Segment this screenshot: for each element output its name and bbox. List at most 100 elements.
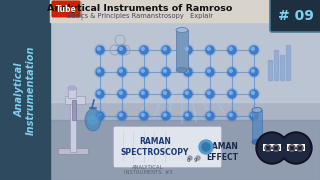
- Bar: [286, 45, 290, 80]
- Circle shape: [185, 69, 188, 72]
- Circle shape: [96, 90, 104, 98]
- Circle shape: [265, 145, 271, 151]
- Circle shape: [118, 112, 126, 120]
- Circle shape: [228, 112, 236, 120]
- Bar: [263, 144, 281, 151]
- Circle shape: [184, 68, 192, 76]
- Circle shape: [250, 46, 258, 54]
- Ellipse shape: [88, 116, 98, 124]
- Circle shape: [116, 89, 127, 100]
- Circle shape: [207, 47, 210, 50]
- Circle shape: [204, 66, 215, 78]
- Circle shape: [140, 68, 148, 76]
- Circle shape: [258, 134, 286, 162]
- Circle shape: [227, 44, 237, 55]
- Circle shape: [116, 44, 127, 55]
- Circle shape: [182, 66, 194, 78]
- Circle shape: [274, 146, 278, 150]
- Circle shape: [94, 89, 106, 100]
- Circle shape: [161, 44, 172, 55]
- Circle shape: [119, 113, 122, 116]
- Ellipse shape: [176, 28, 188, 33]
- Circle shape: [229, 113, 232, 116]
- Circle shape: [298, 146, 302, 150]
- Circle shape: [227, 89, 237, 100]
- Circle shape: [140, 112, 148, 120]
- Circle shape: [162, 68, 170, 76]
- Bar: [65, 96, 85, 104]
- Circle shape: [96, 68, 104, 76]
- Circle shape: [251, 91, 254, 94]
- Text: Analytical Instruments of Ramroso: Analytical Instruments of Ramroso: [47, 3, 233, 12]
- Circle shape: [204, 89, 215, 100]
- Bar: [50, 22, 320, 180]
- Circle shape: [184, 46, 192, 54]
- Circle shape: [207, 69, 210, 72]
- Bar: [72, 100, 76, 120]
- Bar: [50, 0, 320, 22]
- Circle shape: [96, 112, 104, 120]
- Text: ANALYTICAL
INSTRUMENTS  #3: ANALYTICAL INSTRUMENTS #3: [124, 165, 172, 175]
- Circle shape: [116, 66, 127, 78]
- Circle shape: [163, 113, 166, 116]
- Circle shape: [228, 46, 236, 54]
- Circle shape: [94, 111, 106, 122]
- Circle shape: [97, 91, 100, 94]
- Circle shape: [196, 156, 200, 160]
- Circle shape: [141, 69, 144, 72]
- Bar: [70, 100, 76, 152]
- Circle shape: [140, 46, 148, 54]
- Bar: [68, 88, 76, 98]
- Circle shape: [249, 111, 260, 122]
- Circle shape: [139, 89, 149, 100]
- Circle shape: [206, 90, 214, 98]
- Circle shape: [227, 66, 237, 78]
- Circle shape: [119, 91, 122, 94]
- Circle shape: [182, 89, 194, 100]
- Circle shape: [94, 66, 106, 78]
- Bar: [50, 22, 320, 102]
- Circle shape: [251, 47, 254, 50]
- Circle shape: [289, 145, 295, 151]
- Circle shape: [188, 156, 192, 160]
- Circle shape: [161, 66, 172, 78]
- Circle shape: [162, 46, 170, 54]
- Circle shape: [185, 91, 188, 94]
- Text: Basics & Principles Ramanstrosopy   Explair: Basics & Principles Ramanstrosopy Explai…: [67, 13, 213, 19]
- Circle shape: [185, 47, 188, 50]
- Circle shape: [118, 68, 126, 76]
- Circle shape: [139, 44, 149, 55]
- Circle shape: [163, 69, 166, 72]
- Circle shape: [162, 112, 170, 120]
- Circle shape: [162, 90, 170, 98]
- Circle shape: [282, 134, 310, 162]
- Circle shape: [250, 112, 258, 120]
- Ellipse shape: [85, 109, 101, 131]
- Bar: [50, 120, 320, 180]
- Circle shape: [249, 66, 260, 78]
- Circle shape: [204, 44, 215, 55]
- Circle shape: [273, 145, 279, 151]
- Circle shape: [118, 90, 126, 98]
- Circle shape: [290, 146, 294, 150]
- Circle shape: [161, 89, 172, 100]
- Circle shape: [119, 69, 122, 72]
- Circle shape: [229, 69, 232, 72]
- Circle shape: [227, 111, 237, 122]
- Circle shape: [207, 91, 210, 94]
- Circle shape: [206, 112, 214, 120]
- Ellipse shape: [252, 140, 262, 145]
- Circle shape: [97, 47, 100, 50]
- Ellipse shape: [176, 68, 188, 73]
- Bar: [176, 30, 188, 70]
- Circle shape: [182, 44, 194, 55]
- Circle shape: [118, 46, 126, 54]
- Circle shape: [251, 113, 254, 116]
- Circle shape: [206, 46, 214, 54]
- Circle shape: [161, 111, 172, 122]
- Circle shape: [249, 89, 260, 100]
- Circle shape: [182, 111, 194, 122]
- Bar: [280, 55, 284, 80]
- Bar: [58, 148, 88, 154]
- Circle shape: [141, 47, 144, 50]
